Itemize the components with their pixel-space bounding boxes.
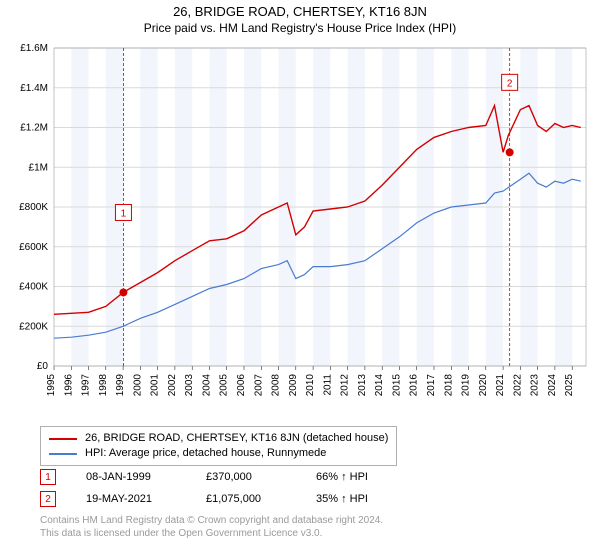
transaction-price: £1,075,000 bbox=[206, 493, 286, 505]
svg-text:2019: 2019 bbox=[461, 374, 472, 397]
marker-badge: 1 bbox=[40, 469, 56, 485]
svg-text:2018: 2018 bbox=[443, 374, 454, 397]
svg-text:£400K: £400K bbox=[19, 282, 48, 293]
svg-text:2017: 2017 bbox=[426, 374, 437, 397]
title-subtitle: Price paid vs. HM Land Registry's House … bbox=[0, 21, 600, 35]
svg-text:2024: 2024 bbox=[547, 374, 558, 397]
svg-text:2001: 2001 bbox=[150, 374, 161, 397]
svg-text:2004: 2004 bbox=[201, 374, 212, 397]
svg-text:1: 1 bbox=[121, 208, 127, 219]
legend: 26, BRIDGE ROAD, CHERTSEY, KT16 8JN (det… bbox=[40, 426, 397, 466]
svg-text:2020: 2020 bbox=[478, 374, 489, 397]
svg-text:2008: 2008 bbox=[271, 374, 282, 397]
svg-text:1996: 1996 bbox=[63, 374, 74, 397]
transaction-row: 1 08-JAN-1999 £370,000 66% ↑ HPI bbox=[40, 466, 368, 488]
title-address: 26, BRIDGE ROAD, CHERTSEY, KT16 8JN bbox=[0, 4, 600, 19]
svg-text:2003: 2003 bbox=[184, 374, 195, 397]
svg-text:£200K: £200K bbox=[19, 321, 48, 332]
transaction-delta: 66% ↑ HPI bbox=[316, 471, 368, 483]
svg-text:1995: 1995 bbox=[46, 374, 57, 397]
svg-text:2021: 2021 bbox=[495, 374, 506, 397]
transaction-date: 19-MAY-2021 bbox=[86, 493, 176, 505]
svg-text:1999: 1999 bbox=[115, 374, 126, 397]
svg-text:2023: 2023 bbox=[530, 374, 541, 397]
marker-badge: 2 bbox=[40, 491, 56, 507]
title-area: 26, BRIDGE ROAD, CHERTSEY, KT16 8JN Pric… bbox=[0, 0, 600, 35]
svg-text:2015: 2015 bbox=[391, 374, 402, 397]
transaction-delta: 35% ↑ HPI bbox=[316, 493, 368, 505]
transaction-row: 2 19-MAY-2021 £1,075,000 35% ↑ HPI bbox=[40, 488, 368, 510]
svg-text:2007: 2007 bbox=[253, 374, 264, 397]
svg-text:2010: 2010 bbox=[305, 374, 316, 397]
svg-text:2005: 2005 bbox=[219, 374, 230, 397]
legend-label: HPI: Average price, detached house, Runn… bbox=[85, 446, 326, 461]
svg-text:£1.2M: £1.2M bbox=[20, 123, 48, 134]
svg-text:2016: 2016 bbox=[409, 374, 420, 397]
svg-text:£800K: £800K bbox=[19, 202, 48, 213]
svg-text:2: 2 bbox=[507, 78, 513, 89]
svg-text:2014: 2014 bbox=[374, 374, 385, 397]
figure-root: 26, BRIDGE ROAD, CHERTSEY, KT16 8JN Pric… bbox=[0, 0, 600, 560]
footer-line: This data is licensed under the Open Gov… bbox=[40, 527, 383, 540]
legend-row: HPI: Average price, detached house, Runn… bbox=[49, 446, 388, 461]
legend-label: 26, BRIDGE ROAD, CHERTSEY, KT16 8JN (det… bbox=[85, 431, 388, 446]
svg-text:£600K: £600K bbox=[19, 242, 48, 253]
legend-swatch bbox=[49, 438, 77, 440]
svg-text:2000: 2000 bbox=[132, 374, 143, 397]
svg-text:£0: £0 bbox=[37, 361, 49, 372]
svg-text:2022: 2022 bbox=[512, 374, 523, 397]
footer-line: Contains HM Land Registry data © Crown c… bbox=[40, 514, 383, 527]
svg-text:2012: 2012 bbox=[340, 374, 351, 397]
svg-text:2006: 2006 bbox=[236, 374, 247, 397]
transactions-table: 1 08-JAN-1999 £370,000 66% ↑ HPI 2 19-MA… bbox=[40, 466, 368, 510]
chart-area: £0 £200K £400K £600K £800K £1M £1.2M £1.4M £1.6M… bbox=[6, 42, 594, 420]
transaction-price: £370,000 bbox=[206, 471, 286, 483]
svg-text:£1M: £1M bbox=[29, 162, 48, 173]
svg-text:£1.6M: £1.6M bbox=[20, 43, 48, 54]
svg-text:£1.4M: £1.4M bbox=[20, 83, 48, 94]
svg-text:1997: 1997 bbox=[81, 374, 92, 397]
svg-text:2002: 2002 bbox=[167, 374, 178, 397]
legend-swatch bbox=[49, 453, 77, 455]
footer: Contains HM Land Registry data © Crown c… bbox=[40, 514, 383, 540]
svg-text:2009: 2009 bbox=[288, 374, 299, 397]
svg-text:1998: 1998 bbox=[98, 374, 109, 397]
chart-svg: £0 £200K £400K £600K £800K £1M £1.2M £1.4M £1.6M… bbox=[6, 42, 594, 420]
transaction-date: 08-JAN-1999 bbox=[86, 471, 176, 483]
svg-text:2011: 2011 bbox=[322, 374, 333, 396]
svg-text:2025: 2025 bbox=[564, 374, 575, 397]
legend-row: 26, BRIDGE ROAD, CHERTSEY, KT16 8JN (det… bbox=[49, 431, 388, 446]
svg-text:2013: 2013 bbox=[357, 374, 368, 397]
